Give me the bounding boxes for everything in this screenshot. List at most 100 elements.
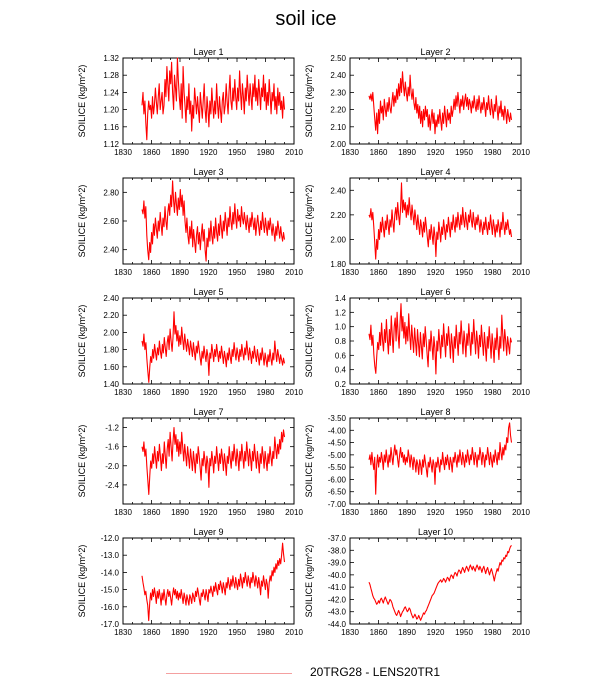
chart-panel-9: Layer 9 SOILICE (kg/m^2) 1830 1860 1890 1920 1… [77, 527, 303, 637]
x-tick-label: 1950 [228, 508, 246, 517]
chart-panel-7: Layer 7 SOILICE (kg/m^2) 1830 1860 1890 1920 1… [77, 407, 303, 517]
chart-panel-3: Layer 3 SOILICE (kg/m^2) 1830 1860 1890 1920 1… [77, 167, 303, 277]
y-tick-label: -14.0 [101, 568, 120, 577]
x-tick-label: 1860 [370, 628, 388, 637]
x-tick-label: 1920 [200, 148, 218, 157]
y-tick-label: 1.80 [103, 346, 119, 355]
x-tick-label: 1830 [341, 268, 359, 277]
plot-frame [349, 537, 522, 625]
y-tick-label: 0.8 [335, 337, 347, 346]
y-tick-label: 2.40 [330, 71, 346, 80]
x-tick-label: 1920 [427, 268, 445, 277]
x-tick-label: 1860 [370, 268, 388, 277]
x-tick-label: 1830 [114, 508, 132, 517]
y-axis-label: SOILICE (kg/m^2) [304, 305, 314, 378]
y-tick-label: 2.80 [103, 188, 119, 197]
y-tick-label: 1.60 [103, 363, 119, 372]
chart-panel-4: Layer 4 SOILICE (kg/m^2) 1830 1860 1890 1920 1… [304, 167, 530, 277]
x-tick-label: 1980 [257, 628, 275, 637]
x-tick-label: 1920 [427, 148, 445, 157]
x-tick-label: 1920 [200, 388, 218, 397]
x-tick-label: 1860 [143, 508, 161, 517]
y-tick-label: 2.10 [330, 123, 346, 132]
x-tick-label: 1980 [484, 148, 502, 157]
y-tick-label: -5.00 [328, 451, 347, 460]
panel-title: Layer 10 [418, 527, 453, 537]
y-tick-label: -4.50 [328, 439, 347, 448]
y-tick-label: -2.0 [105, 462, 119, 471]
y-axis-label: SOILICE (kg/m^2) [304, 185, 314, 258]
x-tick-label: 1890 [171, 388, 189, 397]
x-tick-label: 1860 [143, 268, 161, 277]
y-tick-label: -38.0 [328, 546, 347, 555]
y-tick-label: -17.0 [101, 620, 120, 629]
x-tick-label: 1920 [427, 628, 445, 637]
y-tick-label: 0.6 [335, 351, 347, 360]
y-tick-label: 2.30 [330, 88, 346, 97]
y-tick-label: 2.00 [330, 235, 346, 244]
y-tick-label: 2.40 [103, 294, 119, 303]
y-tick-label: -12.0 [101, 534, 120, 543]
y-tick-label: 2.40 [103, 246, 119, 255]
y-tick-label: -6.00 [328, 475, 347, 484]
panel-title: Layer 9 [193, 527, 223, 537]
y-tick-label: 0.2 [335, 380, 347, 389]
x-tick-label: 1830 [114, 628, 132, 637]
y-tick-label: 1.2 [335, 308, 347, 317]
series-line [141, 311, 286, 383]
x-tick-label: 1830 [114, 388, 132, 397]
series-line [141, 180, 286, 262]
panel-title: Layer 3 [193, 167, 223, 177]
x-tick-label: 1980 [484, 508, 502, 517]
panel-title: Layer 5 [193, 287, 223, 297]
chart-panel-5: Layer 5 SOILICE (kg/m^2) 1830 1860 1890 1920 1… [77, 287, 303, 397]
y-tick-label: -1.2 [105, 424, 119, 433]
y-tick-label: 1.24 [103, 88, 119, 97]
y-tick-label: -40.0 [328, 571, 347, 580]
x-tick-label: 1890 [398, 628, 416, 637]
x-tick-label: 1860 [370, 148, 388, 157]
x-tick-label: 1980 [484, 628, 502, 637]
x-tick-label: 1920 [200, 508, 218, 517]
chart-panel-1: Layer 1 SOILICE (kg/m^2) 1830 1860 1890 1920 1… [77, 47, 303, 157]
x-tick-label: 1950 [228, 268, 246, 277]
series-line [141, 57, 286, 141]
y-tick-label: 1.0 [335, 323, 347, 332]
legend-line-swatch [166, 673, 292, 674]
x-tick-label: 1980 [257, 268, 275, 277]
x-tick-label: 2010 [512, 388, 530, 397]
y-tick-label: -16.0 [101, 603, 120, 612]
y-tick-label: 1.20 [103, 106, 119, 115]
y-tick-label: -42.0 [328, 595, 347, 604]
panel-title: Layer 8 [420, 407, 450, 417]
x-tick-label: 1920 [200, 628, 218, 637]
chart-panel-2: Layer 2 SOILICE (kg/m^2) 1830 1860 1890 1920 1… [304, 47, 530, 157]
y-tick-label: -2.4 [105, 481, 119, 490]
panel-title: Layer 7 [193, 407, 223, 417]
y-tick-label: 2.50 [330, 54, 346, 63]
series-line [368, 182, 513, 260]
panel-title: Layer 2 [420, 47, 450, 57]
x-tick-label: 2010 [285, 508, 303, 517]
x-tick-label: 1980 [484, 268, 502, 277]
x-tick-label: 1950 [228, 388, 246, 397]
y-axis-label: SOILICE (kg/m^2) [304, 65, 314, 138]
x-tick-label: 2010 [512, 508, 530, 517]
x-tick-label: 1950 [228, 628, 246, 637]
y-tick-label: 2.20 [330, 106, 346, 115]
series-line [368, 303, 513, 375]
x-tick-label: 1860 [370, 508, 388, 517]
x-tick-label: 1890 [171, 148, 189, 157]
chart-panel-10: Layer 10 SOILICE (kg/m^2) 1830 1860 1890 1920… [304, 527, 530, 637]
y-axis-label: SOILICE (kg/m^2) [77, 185, 87, 258]
x-tick-label: 1830 [341, 628, 359, 637]
page-title: soil ice [275, 8, 337, 30]
x-tick-label: 1890 [171, 508, 189, 517]
y-tick-label: 2.60 [103, 217, 119, 226]
y-axis-label: SOILICE (kg/m^2) [77, 545, 87, 618]
y-axis-label: SOILICE (kg/m^2) [77, 65, 87, 138]
y-tick-label: 1.28 [103, 71, 119, 80]
x-tick-label: 1950 [455, 388, 473, 397]
y-tick-label: 1.4 [335, 294, 347, 303]
y-tick-label: 2.00 [330, 140, 346, 149]
